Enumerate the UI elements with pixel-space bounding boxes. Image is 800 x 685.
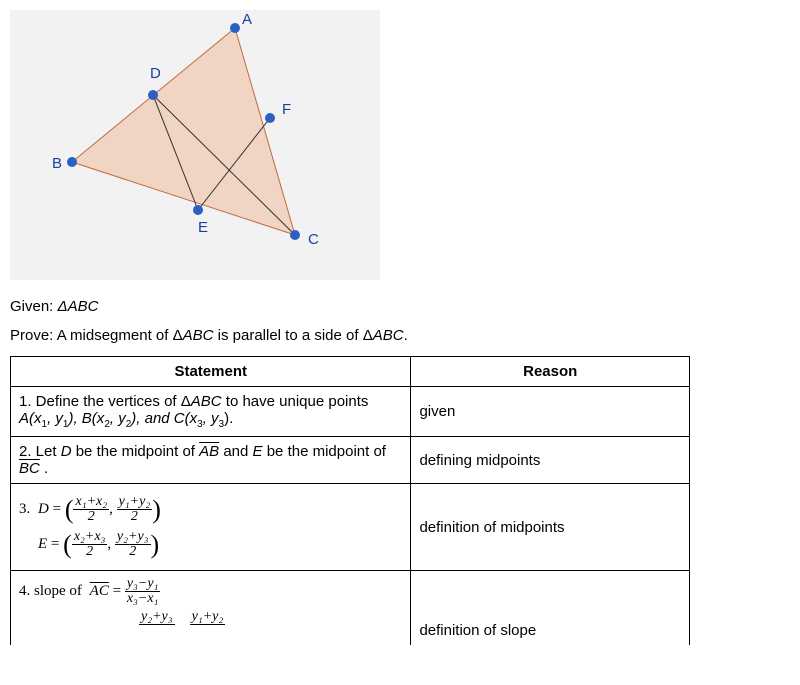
- proof-table: Statement Reason 1. Define the vertices …: [10, 356, 690, 645]
- formula-slope-ac: 4. slope of AC = y₃−y₁x₃−x₁: [19, 577, 402, 606]
- given-line: Given: ΔABC: [10, 298, 790, 315]
- header-statement: Statement: [11, 357, 411, 387]
- prove-line: Prove: A midsegment of ΔABC is parallel …: [10, 327, 790, 344]
- point-c: [290, 230, 300, 240]
- point-a: [230, 23, 240, 33]
- given-text: ΔABC: [58, 298, 99, 315]
- prove-label: Prove:: [10, 327, 57, 344]
- proof-row-4: 4. slope of AC = y₃−y₁x₃−x₁ y₂+y₃2 y₁+y₂…: [11, 571, 690, 646]
- triangle-abc: [72, 28, 295, 235]
- point-e: [193, 205, 203, 215]
- formula-d: 3. D = (x₁+x₂2, y₁+y₂2): [19, 494, 402, 525]
- point-b: [67, 157, 77, 167]
- label-e: E: [198, 219, 208, 236]
- point-f: [265, 113, 275, 123]
- point-d: [148, 90, 158, 100]
- label-d: D: [150, 65, 161, 82]
- stmt-1: 1. Define the vertices of ΔABC to have u…: [11, 387, 411, 437]
- triangle-figure: A B C D E F: [10, 10, 380, 280]
- proof-row-3: 3. D = (x₁+x₂2, y₁+y₂2) 3. E = (x₂+x₃2, …: [11, 484, 690, 571]
- figure-svg: A B C D E F: [10, 10, 380, 280]
- label-b: B: [52, 155, 62, 172]
- reason-3: definition of midpoints: [411, 484, 690, 571]
- proof-row-2: 2. Let D be the midpoint of AB and E be …: [11, 437, 690, 484]
- prove-text: A midsegment of ΔABC is parallel to a si…: [57, 327, 408, 344]
- header-reason: Reason: [411, 357, 690, 387]
- given-label: Given:: [10, 298, 58, 315]
- formula-slope-de-cut: y₂+y₃2 y₁+y₂2: [19, 610, 402, 639]
- stmt-3: 3. D = (x₁+x₂2, y₁+y₂2) 3. E = (x₂+x₃2, …: [11, 484, 411, 571]
- formula-e: 3. E = (x₂+x₃2, y₂+y₃2): [19, 529, 402, 560]
- reason-2: defining midpoints: [411, 437, 690, 484]
- stmt-4: 4. slope of AC = y₃−y₁x₃−x₁ y₂+y₃2 y₁+y₂…: [11, 571, 411, 646]
- label-a: A: [242, 11, 252, 28]
- proof-row-1: 1. Define the vertices of ΔABC to have u…: [11, 387, 690, 437]
- label-f: F: [282, 101, 291, 118]
- reason-4: definition of slope: [411, 571, 690, 646]
- label-c: C: [308, 231, 319, 248]
- reason-1: given: [411, 387, 690, 437]
- stmt-2: 2. Let D be the midpoint of AB and E be …: [11, 437, 411, 484]
